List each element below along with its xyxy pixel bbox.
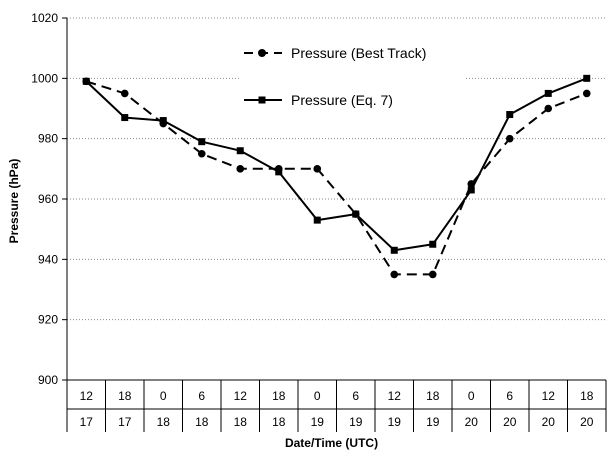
data-point-best-track <box>428 270 437 279</box>
data-point-eq7 <box>313 216 321 224</box>
data-point-eq7 <box>583 74 591 82</box>
x-category-time-label: 12 <box>234 389 248 403</box>
series-layer <box>82 74 591 279</box>
x-category-time-label: 0 <box>160 389 167 403</box>
data-point-best-track <box>236 165 245 173</box>
y-tick-label-960: 960 <box>38 192 58 206</box>
data-point-eq7 <box>236 147 244 155</box>
data-point-eq7 <box>121 114 129 122</box>
x-category-time-label: 6 <box>198 389 205 403</box>
x-category-day-label: 20 <box>503 415 517 429</box>
y-tick-label-920: 920 <box>38 313 58 327</box>
legend-label-best-track: Pressure (Best Track) <box>291 45 426 61</box>
x-category-time-label: 0 <box>468 389 475 403</box>
x-category-time-label: 12 <box>80 389 94 403</box>
data-point-eq7 <box>544 89 552 97</box>
x-category-day-label: 17 <box>118 415 132 429</box>
x-category-day-label: 19 <box>388 415 402 429</box>
x-category-day-label: 18 <box>195 415 209 429</box>
legend: Pressure (Best Track) Pressure (Eq. 7) <box>240 30 465 118</box>
x-category-time-label: 0 <box>314 389 321 403</box>
data-point-eq7 <box>429 240 437 248</box>
x-category-time-label: 18 <box>426 389 440 403</box>
data-point-eq7 <box>82 77 90 85</box>
x-category-day-label: 20 <box>580 415 594 429</box>
data-point-eq7 <box>159 117 167 125</box>
data-point-eq7 <box>390 246 398 254</box>
y-tick-label-940: 940 <box>38 252 58 266</box>
data-point-best-track <box>197 149 206 158</box>
x-category-day-label: 20 <box>542 415 556 429</box>
x-category-day-label: 18 <box>234 415 248 429</box>
series-line-eq7 <box>85 77 588 252</box>
data-point-best-track <box>120 89 129 98</box>
x-axis-title: Date/Time (UTC) <box>285 436 378 450</box>
data-point-best-track <box>390 270 399 279</box>
y-tick-label-1020: 1020 <box>31 11 58 25</box>
data-point-eq7 <box>506 111 514 119</box>
x-category-time-label: 12 <box>388 389 402 403</box>
y-tick-label-1000: 1000 <box>31 71 58 85</box>
data-point-eq7 <box>352 210 360 218</box>
legend-label-eq7: Pressure (Eq. 7) <box>291 92 393 108</box>
y-axis-title: Pressure (hPa) <box>7 159 21 244</box>
x-category-day-label: 19 <box>426 415 440 429</box>
data-point-eq7 <box>467 186 475 194</box>
x-category-time-label: 18 <box>580 389 594 403</box>
legend-background <box>240 30 465 118</box>
x-category-day-label: 19 <box>311 415 325 429</box>
series-line-best-track <box>86 80 588 276</box>
data-point-best-track <box>582 89 591 98</box>
x-category-time-label: 6 <box>506 389 513 403</box>
data-point-eq7 <box>275 168 283 176</box>
x-category-day-label: 18 <box>157 415 171 429</box>
x-category-time-label: 12 <box>542 389 556 403</box>
data-point-eq7 <box>198 138 206 146</box>
x-category-day-label: 20 <box>465 415 479 429</box>
legend-swatch-best-track-marker <box>258 49 266 57</box>
x-category-day-label: 17 <box>80 415 94 429</box>
y-tick-label-980: 980 <box>38 132 58 146</box>
x-category-time-label: 18 <box>118 389 132 403</box>
x-category-day-label: 18 <box>272 415 286 429</box>
x-category-day-label: 19 <box>349 415 363 429</box>
y-tick-label-900: 900 <box>38 373 58 387</box>
data-point-best-track <box>313 165 322 173</box>
x-category-time-label: 6 <box>352 389 359 403</box>
data-point-best-track <box>505 134 514 143</box>
data-point-best-track <box>544 104 553 113</box>
legend-swatch-eq7-marker <box>258 96 266 104</box>
axes-layer: 900 920 940 960 980 1000 1020 12 17 18 17 0 18 6 18 12 1… <box>7 11 607 450</box>
x-category-time-label: 18 <box>272 389 286 403</box>
